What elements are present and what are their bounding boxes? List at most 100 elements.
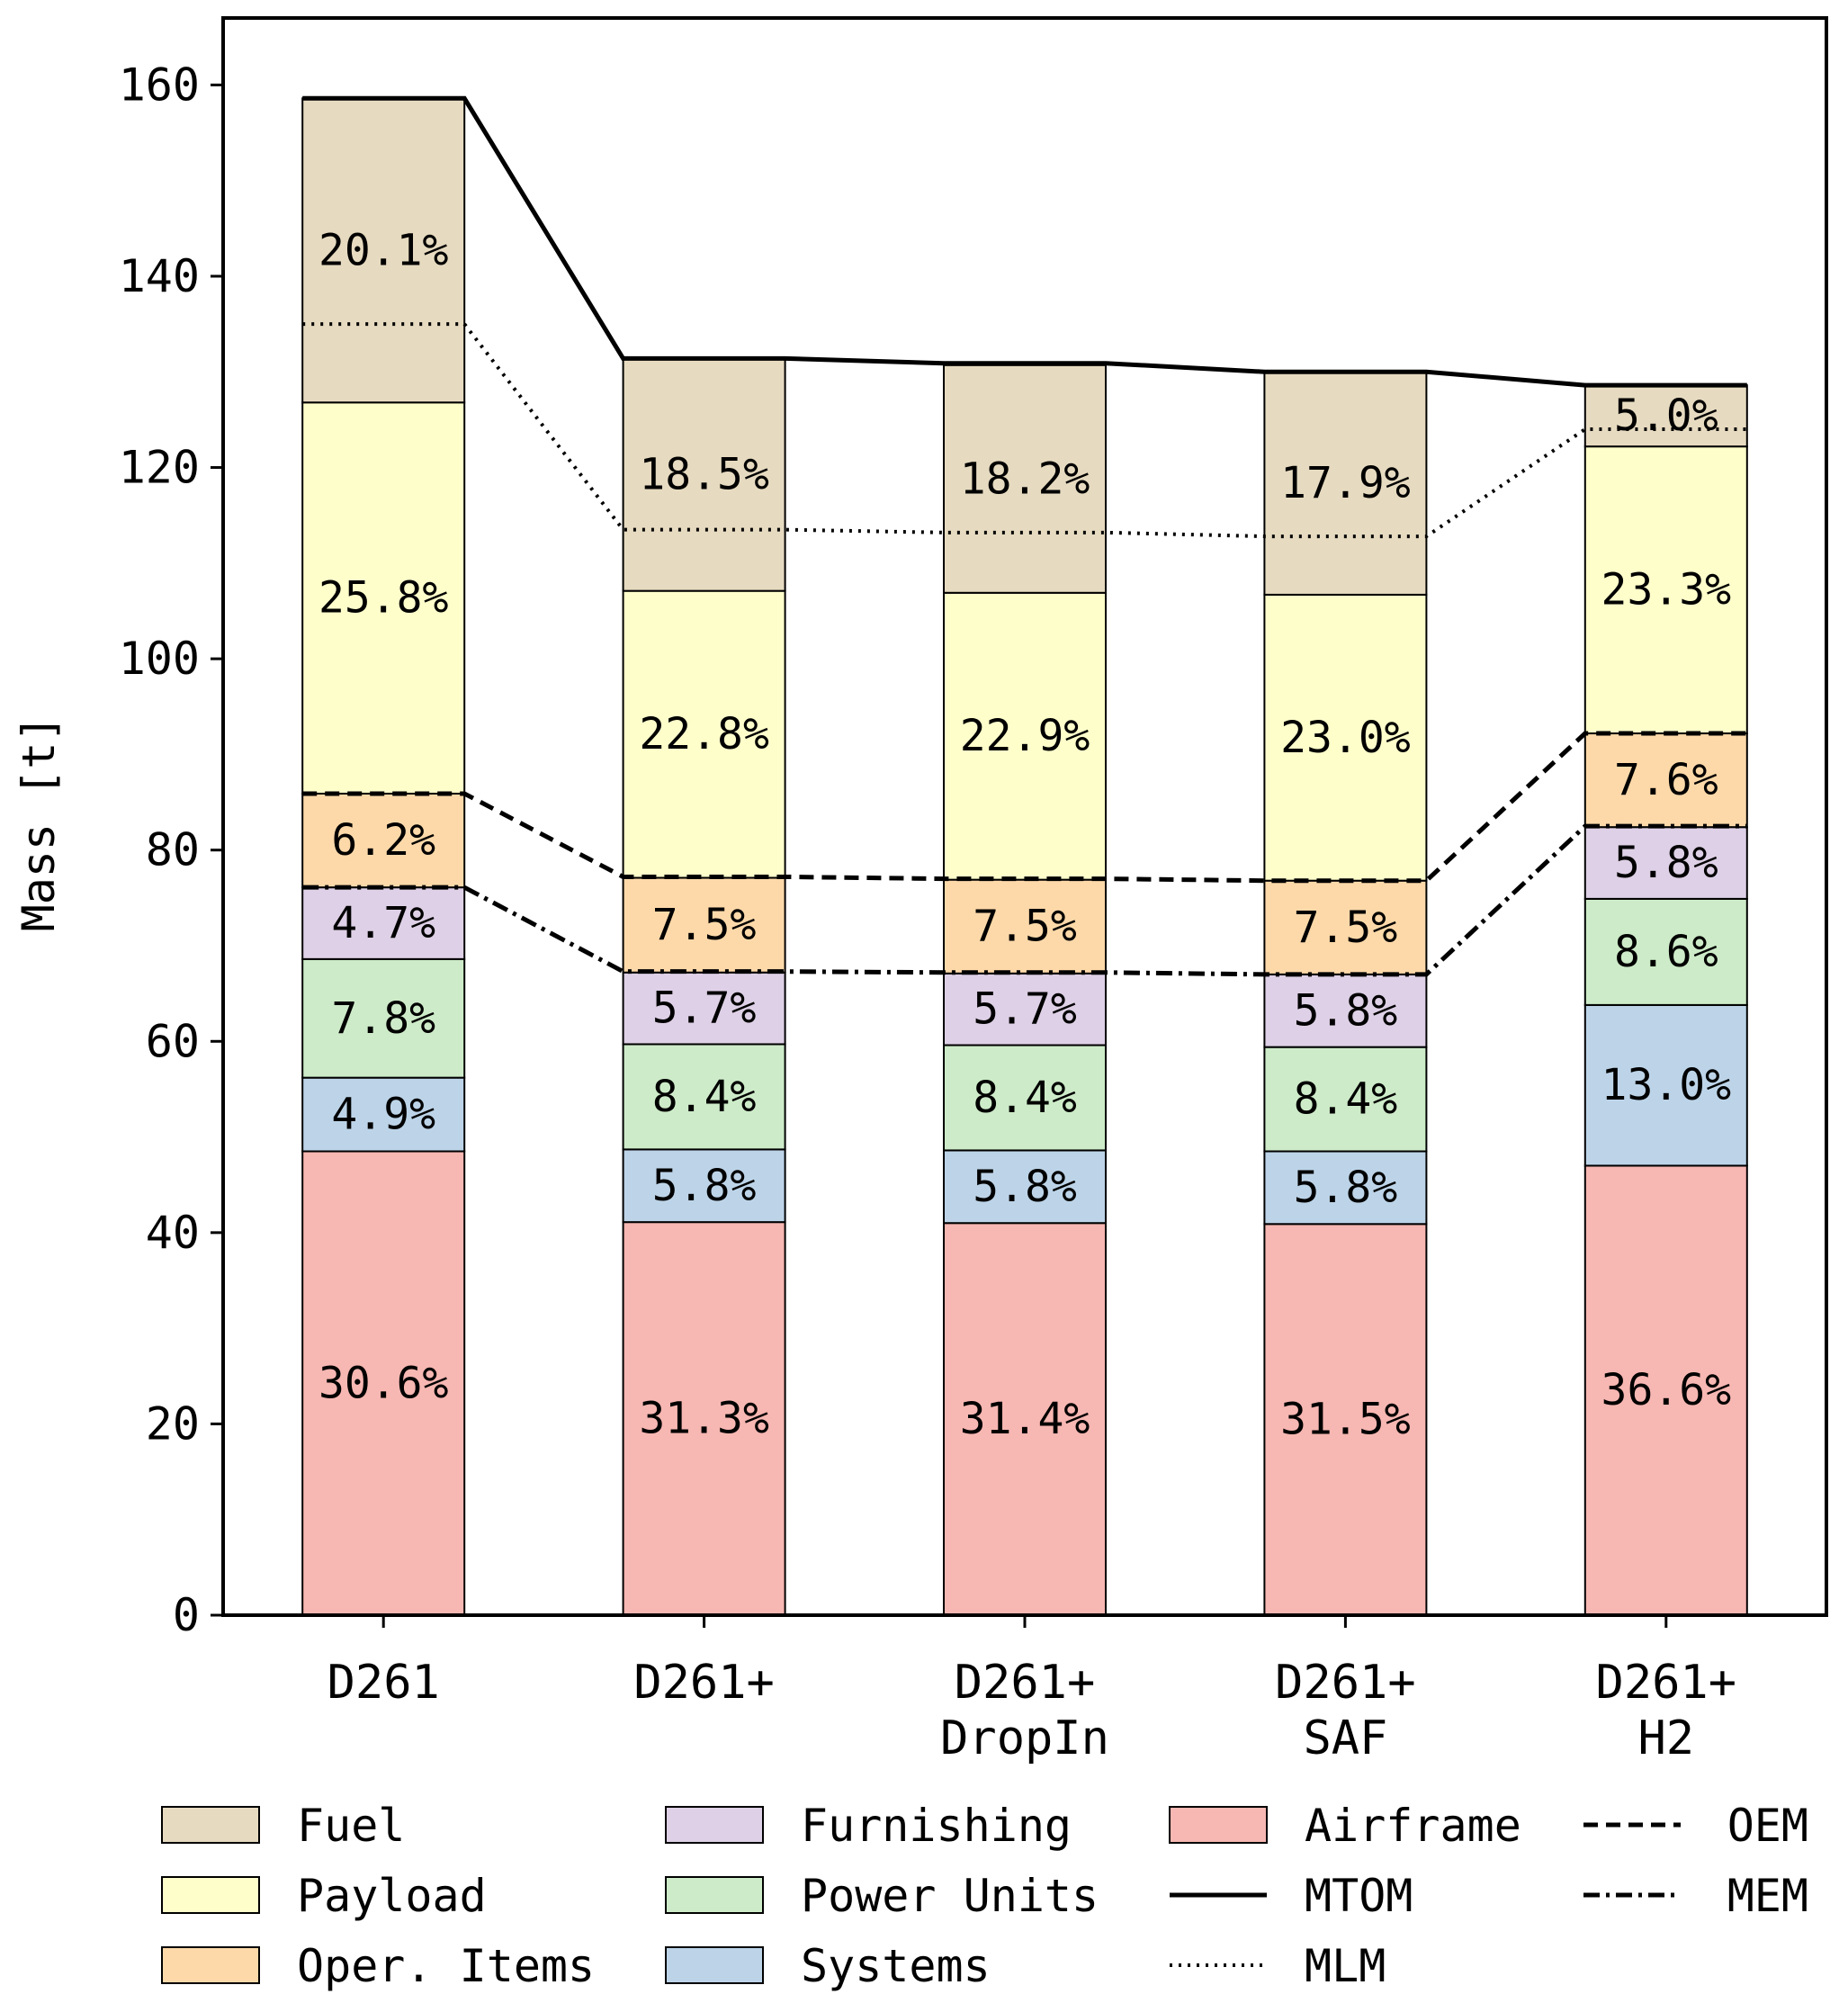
legend-label-oem: OEM (1727, 1800, 1808, 1852)
data-label-oper-items-0: 6.2% (331, 815, 435, 866)
legend-label-mem: MEM (1727, 1870, 1808, 1922)
data-label-systems-2: 5.8% (973, 1162, 1077, 1212)
data-label-oper-items-2: 7.5% (973, 902, 1077, 952)
data-label-furnishing-4: 5.8% (1614, 838, 1718, 888)
legend-label-mlm: MLM (1305, 1940, 1386, 1992)
data-label-furnishing-2: 5.7% (973, 984, 1077, 1035)
data-label-payload-2: 22.9% (960, 711, 1090, 761)
bar-oper-items-3 (1263, 879, 1428, 975)
data-label-furnishing-1: 5.7% (652, 984, 757, 1034)
y-axis-label: Mass [t] (13, 715, 65, 932)
data-label-oper-items-4: 7.6% (1614, 755, 1718, 805)
data-label-power-units-2: 8.4% (973, 1073, 1077, 1123)
data-label-oper-items-1: 7.5% (652, 900, 757, 950)
data-label-fuel-0: 20.1% (318, 225, 449, 275)
bar-fuel-2 (943, 364, 1107, 594)
data-label-power-units-0: 7.8% (331, 993, 435, 1044)
data-label-fuel-4: 5.0% (1614, 391, 1718, 441)
data-label-airframe-0: 30.6% (318, 1358, 449, 1408)
bar-payload-2 (943, 591, 1107, 881)
legend-label-payload: Payload (297, 1870, 487, 1922)
data-label-oper-items-3: 7.5% (1294, 903, 1398, 953)
x-tick-label-0-0: D261 (327, 1656, 440, 1710)
y-tick-label-80: 80 (146, 824, 200, 876)
bar-airframe-0 (301, 1150, 466, 1616)
data-label-systems-1: 5.8% (652, 1161, 757, 1211)
legend-swatch-oper-items (161, 1946, 260, 1984)
y-tick-label-0: 0 (173, 1589, 200, 1641)
bar-systems-4 (1583, 1003, 1748, 1167)
y-tick-label-20: 20 (146, 1397, 200, 1450)
x-tick-label-3-0: D261+ (1275, 1656, 1416, 1710)
bar-power-units-2 (943, 1044, 1107, 1152)
legend-swatch-systems (665, 1946, 764, 1984)
legend-swatch-furnishing (665, 1806, 764, 1844)
bar-payload-1 (622, 589, 786, 879)
data-label-furnishing-0: 4.7% (331, 898, 435, 948)
legend-swatch-airframe (1169, 1806, 1268, 1844)
data-label-systems-0: 4.9% (331, 1090, 435, 1140)
bar-systems-1 (622, 1148, 786, 1224)
bar-fuel-3 (1263, 371, 1428, 596)
x-tick-label-1-0: D261+ (633, 1656, 775, 1710)
data-label-power-units-3: 8.4% (1294, 1074, 1398, 1125)
data-label-payload-0: 25.8% (318, 573, 449, 624)
bar-furnishing-0 (301, 886, 466, 960)
bar-fuel-0 (301, 97, 466, 404)
data-label-systems-3: 5.8% (1294, 1163, 1398, 1213)
data-label-airframe-2: 31.4% (960, 1394, 1090, 1444)
legend-label-furnishing: Furnishing (801, 1800, 1072, 1852)
bar-power-units-3 (1263, 1046, 1428, 1153)
y-tick-label-160: 160 (119, 58, 200, 111)
y-tick-label-60: 60 (146, 1015, 200, 1067)
bar-systems-3 (1263, 1150, 1428, 1226)
bar-oper-items-1 (622, 876, 786, 974)
line-oem (302, 731, 1747, 884)
y-tick-label-100: 100 (119, 633, 200, 685)
bar-oper-items-2 (943, 878, 1107, 975)
legend-label-fuel: Fuel (297, 1800, 405, 1852)
bar-systems-2 (943, 1149, 1107, 1225)
y-tick-label-120: 120 (119, 442, 200, 494)
data-label-payload-3: 23.0% (1280, 713, 1411, 763)
data-label-payload-4: 23.3% (1601, 565, 1732, 615)
x-tick-label-4-0: D261+ (1596, 1656, 1737, 1710)
data-label-power-units-4: 8.6% (1614, 927, 1718, 977)
bar-payload-0 (301, 401, 466, 795)
x-tick-label-4-1: H2 (1637, 1711, 1694, 1765)
bar-systems-0 (301, 1076, 466, 1153)
x-tick-label-3-1: SAF (1303, 1711, 1387, 1765)
bar-fuel-4 (1583, 384, 1748, 448)
data-label-fuel-2: 18.2% (960, 454, 1090, 504)
bar-airframe-1 (622, 1221, 786, 1616)
x-tick-label-2-1: DropIn (940, 1711, 1109, 1765)
data-label-power-units-1: 8.4% (652, 1072, 757, 1122)
y-tick-label-40: 40 (146, 1207, 200, 1259)
bar-payload-3 (1263, 593, 1428, 882)
legend-label-airframe: Airframe (1305, 1800, 1521, 1852)
line-mem (302, 823, 1747, 977)
bar-power-units-1 (622, 1043, 786, 1151)
bar-furnishing-3 (1263, 973, 1428, 1048)
legend-swatch-power-units (665, 1876, 764, 1914)
bar-airframe-4 (1583, 1164, 1748, 1616)
legend-label-power-units: Power Units (801, 1870, 1099, 1922)
y-tick-label-140: 140 (119, 250, 200, 302)
legend-label-systems: Systems (801, 1940, 991, 1992)
plot-area: 30.6% 4.9% 7.8% 4.7% 6.2% 25.8% 20.1% 31.3% 5.8%… (119, 16, 1828, 1765)
x-tick-label-2-0: D261+ (955, 1656, 1096, 1710)
data-label-airframe-1: 31.3% (639, 1394, 769, 1444)
data-label-fuel-3: 17.9% (1280, 458, 1411, 508)
legend-label-oper-items: Oper. Items (297, 1940, 595, 1992)
legend-label-mtom: MTOM (1305, 1870, 1413, 1922)
line-mtom (302, 95, 1747, 388)
data-label-fuel-1: 18.5% (639, 450, 769, 500)
bar-furnishing-4 (1583, 826, 1748, 900)
legend: Fuel Payload Oper. Items Furnishing Power Un… (161, 1800, 1808, 1992)
data-label-systems-4: 13.0% (1601, 1060, 1732, 1110)
bar-airframe-2 (943, 1222, 1107, 1616)
bar-furnishing-1 (622, 971, 786, 1046)
data-label-payload-1: 22.8% (639, 709, 769, 759)
legend-swatch-payload (161, 1876, 260, 1914)
